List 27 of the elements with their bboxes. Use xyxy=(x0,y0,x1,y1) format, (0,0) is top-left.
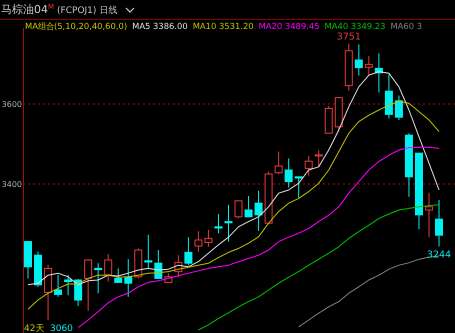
candlestick xyxy=(435,200,444,247)
annotation: 3751 xyxy=(336,32,361,43)
candlestick xyxy=(94,262,102,294)
annotation: 3244 xyxy=(426,249,452,260)
candlestick xyxy=(354,44,363,76)
candlestick xyxy=(314,150,323,168)
text: MA5 3386.00 xyxy=(132,21,188,31)
annotation: 3060 xyxy=(50,324,74,333)
text: MA10 3531.20 xyxy=(192,21,254,31)
text: MA60 3 xyxy=(390,21,422,31)
text: MA20 3489.45 xyxy=(258,21,320,31)
chart-subtitle: (FCPOJ1) 日线 xyxy=(57,5,118,16)
candlestick xyxy=(394,95,403,120)
candlestick xyxy=(254,190,263,232)
candlestick xyxy=(124,258,132,298)
annotation: 42天 xyxy=(24,323,44,333)
y-tick-label: 3400 xyxy=(2,180,22,189)
text: M xyxy=(48,3,54,11)
candlestick xyxy=(194,230,202,252)
chart-title: 马棕油04 xyxy=(1,3,48,16)
annotation: MA组合(5,10,20,40,60,0) xyxy=(25,21,128,31)
y-tick-label: 3600 xyxy=(2,100,22,109)
candlestick xyxy=(344,43,353,92)
candlestick xyxy=(425,192,433,238)
candlestick xyxy=(224,204,232,242)
candlestick xyxy=(284,158,293,188)
text: MA40 3349.23 xyxy=(324,21,386,31)
